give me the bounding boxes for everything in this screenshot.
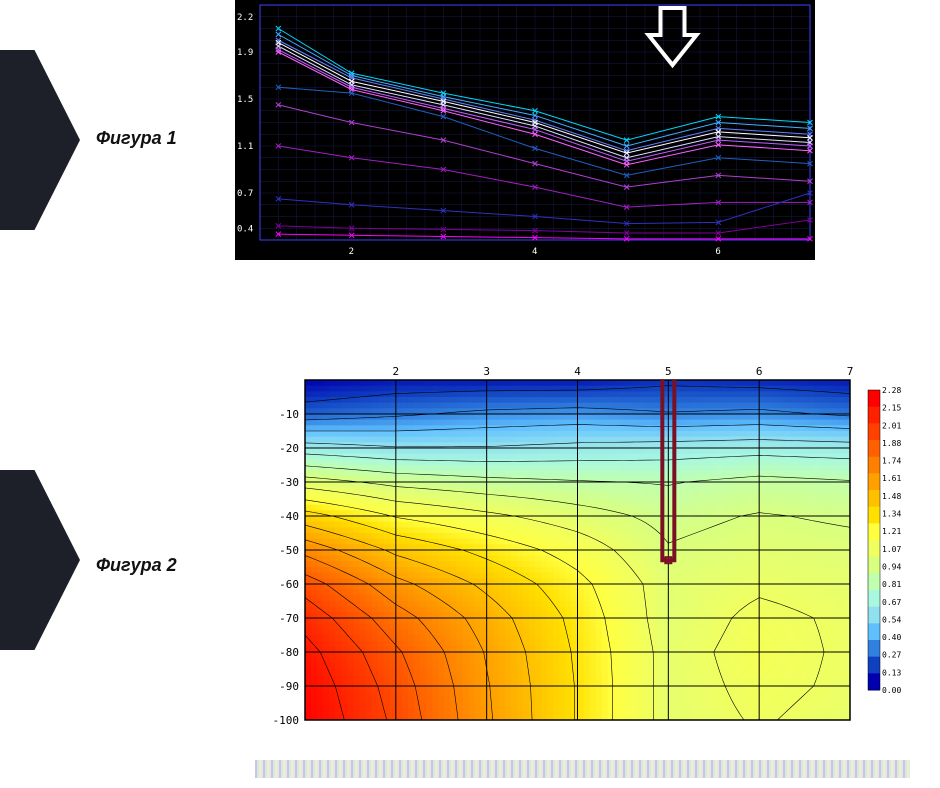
noise-strip bbox=[255, 760, 910, 778]
chevron-marker bbox=[0, 50, 80, 230]
svg-text:2.2: 2.2 bbox=[237, 13, 253, 23]
svg-text:0.4: 0.4 bbox=[237, 224, 253, 234]
figure-2-heatmap: 234567-10-20-30-40-50-60-70-80-90-1002.2… bbox=[255, 360, 910, 730]
figure-1-chart: 0.4 0.7 1.1 1.5 1.9 2.2 2 4 6 bbox=[235, 0, 815, 260]
svg-text:4: 4 bbox=[532, 247, 537, 257]
figure-2-label: Фигура 2 bbox=[96, 555, 177, 576]
svg-text:6: 6 bbox=[715, 247, 720, 257]
svg-text:2: 2 bbox=[349, 247, 354, 257]
chevron-marker bbox=[0, 470, 80, 650]
svg-text:1.9: 1.9 bbox=[237, 48, 253, 58]
svg-text:0.7: 0.7 bbox=[237, 189, 253, 199]
figure-1-label: Фигура 1 bbox=[96, 128, 177, 149]
svg-text:1.5: 1.5 bbox=[237, 95, 253, 105]
svg-text:1.1: 1.1 bbox=[237, 142, 253, 152]
